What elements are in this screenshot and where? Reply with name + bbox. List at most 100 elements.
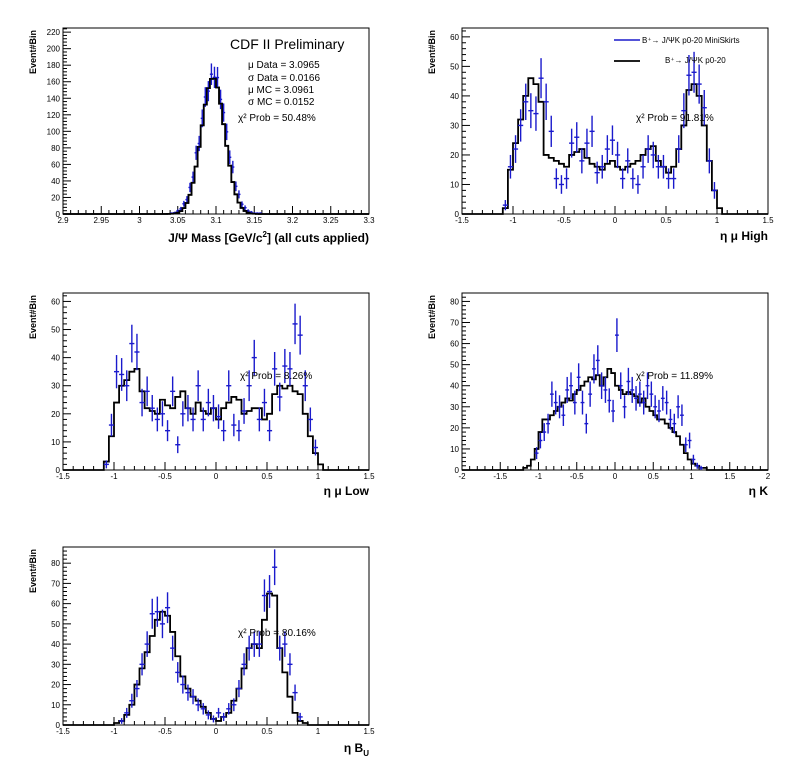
data-point: [144, 376, 150, 407]
y-tick-label: 50: [450, 361, 459, 370]
chi2-annotation: χ² Prob = 11.89%: [636, 371, 713, 382]
x-tick-label: -1.5: [455, 216, 469, 225]
data-point: [282, 631, 288, 657]
data-point: [546, 413, 550, 434]
data-point: [553, 168, 559, 189]
data-point: [701, 90, 707, 126]
data-point: [615, 141, 621, 169]
data-point: [645, 372, 650, 400]
data-point: [655, 154, 661, 179]
fit-annotation: σ MC = 0.0152: [248, 97, 315, 108]
data-point: [261, 388, 267, 417]
y-tick-label: 50: [51, 620, 60, 629]
y-tick-label: 10: [450, 180, 459, 189]
data-point: [165, 592, 171, 624]
x-tick-label: 1.5: [762, 216, 774, 225]
legend: B⁺→ J/ΨK p0-20 MiniSkirts B⁺→ J/ΨK p0-20: [614, 36, 740, 65]
x-axis-label: J/Ψ Mass [GeV/c2] (all cuts applied): [168, 230, 369, 245]
x-tick-label: 2.9: [57, 216, 69, 225]
data-point: [595, 345, 600, 376]
data-point: [170, 376, 176, 407]
data-point: [226, 703, 232, 715]
data-point: [574, 122, 580, 153]
y-tick-label: 20: [450, 151, 459, 160]
data-point: [691, 51, 697, 93]
data-point: [622, 395, 627, 419]
data-point: [256, 407, 262, 432]
data-point: [664, 390, 669, 415]
x-tick-label: -0.5: [557, 216, 571, 225]
data-point: [634, 386, 638, 411]
data-point: [210, 395, 216, 422]
data-point: [297, 712, 303, 721]
y-tick-label: 50: [450, 62, 459, 71]
data-point: [553, 390, 558, 415]
data-point: [154, 407, 160, 432]
data-point: [159, 401, 165, 427]
y-axis-label: Event#Bin: [28, 30, 38, 74]
data-point: [671, 168, 677, 189]
x-tick-label: 3.2: [287, 216, 299, 225]
data-point: [267, 575, 273, 608]
mc-histogram: [63, 592, 369, 726]
data-point: [195, 698, 201, 712]
data-point: [119, 718, 125, 724]
y-tick-label: 0: [56, 210, 61, 219]
mc-histogram: [63, 77, 369, 215]
x-tick-label: 0: [613, 216, 618, 225]
y-tick-label: 10: [450, 445, 459, 454]
y-tick-label: 30: [51, 660, 60, 669]
data-point: [657, 399, 661, 423]
data-point: [134, 680, 140, 698]
x-tick-label: 0: [214, 727, 219, 736]
data-point: [565, 376, 570, 403]
data-point: [251, 631, 257, 657]
x-tick-label: -0.5: [158, 727, 172, 736]
y-tick-label: 0: [455, 210, 460, 219]
data-point: [686, 54, 692, 96]
chi2-annotation: χ² Prob = 50.48%: [238, 113, 316, 124]
data-point: [660, 154, 666, 179]
chi2-annotation: χ² Prob = 91.81%: [636, 113, 714, 124]
data-point: [287, 653, 293, 676]
plot-frame: [62, 27, 370, 215]
y-tick-label: 100: [47, 127, 61, 136]
panel-eta-mu-high: -1.5 -1 -0.5 0 0.5 1 1.5 0 10 20 30 40 50 60 Event#Bin…: [427, 27, 774, 243]
data-point: [195, 370, 201, 402]
y-tick-label: 20: [51, 681, 60, 690]
chi2-annotation: χ² Prob = 8.26%: [240, 371, 312, 382]
data-point: [589, 115, 595, 147]
x-axis-label: η μ Low: [324, 484, 370, 498]
data-point: [635, 175, 641, 194]
y-tick-label: 80: [450, 297, 459, 306]
data-point: [185, 395, 191, 422]
data-point: [533, 96, 539, 131]
data-point: [175, 436, 181, 454]
data-point: [236, 680, 242, 698]
data-point: [637, 381, 642, 407]
mc-histogram: [462, 367, 768, 471]
y-tick-label: 60: [450, 33, 459, 42]
data-point: [292, 684, 298, 701]
x-tick-label: -0.5: [158, 472, 172, 481]
x-tick-label: 2: [766, 472, 771, 481]
data-point: [584, 413, 589, 434]
y-tick-label: 60: [51, 600, 60, 609]
x-tick-label: -0.5: [570, 472, 584, 481]
y-tick-label: 60: [51, 160, 60, 169]
data-point: [226, 370, 232, 402]
data-point: [607, 388, 612, 413]
data-point: [124, 707, 130, 718]
data-point: [180, 401, 186, 427]
y-tick-label: 10: [51, 701, 60, 710]
panel-eta-mu-low: -1.5 -1 -0.5 0 0.5 1 1.5 0 10 20 30 40 50 60 Event#Bin…: [28, 292, 375, 498]
y-tick-label: 220: [47, 28, 61, 37]
data-point: [599, 372, 604, 400]
data-point: [543, 83, 549, 121]
y-tick-label: 20: [450, 424, 459, 433]
data-point: [538, 432, 543, 449]
data-point: [580, 390, 585, 415]
data-point: [212, 66, 216, 88]
x-tick-label: 3.3: [363, 216, 375, 225]
x-tick-label: 1.5: [363, 727, 375, 736]
